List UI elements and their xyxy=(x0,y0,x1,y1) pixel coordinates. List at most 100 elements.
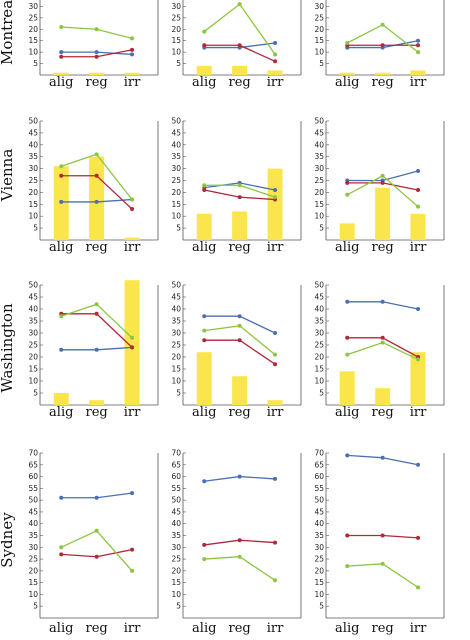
y-tick-label: 5 xyxy=(33,224,38,233)
y-tick-label: 60 xyxy=(28,472,38,481)
point-green-irr xyxy=(273,578,278,583)
point-blue-irr xyxy=(273,476,278,481)
y-tick-label: 15 xyxy=(171,365,181,374)
point-green-reg xyxy=(237,554,242,559)
row-label-washington: Washington xyxy=(0,303,16,393)
point-green-irr xyxy=(416,204,421,209)
point-red-alig xyxy=(345,180,350,185)
y-tick-label: 65 xyxy=(28,460,38,469)
y-tick-label: 5 xyxy=(319,224,324,233)
point-blue-irr xyxy=(416,38,421,43)
category-label-reg: reg xyxy=(229,405,251,420)
y-tick-label: 40 xyxy=(171,519,181,528)
y-tick-label: 30 xyxy=(28,329,38,338)
panel-montreal-3: 5101520253035aligregirr xyxy=(314,0,445,90)
bar-alig xyxy=(53,393,69,405)
y-tick-label: 50 xyxy=(28,281,38,290)
category-label-alig: alig xyxy=(335,405,359,420)
bar-irr xyxy=(124,237,140,240)
bar-reg xyxy=(232,211,248,240)
y-tick-label: 30 xyxy=(171,164,181,173)
point-blue-alig xyxy=(59,50,64,55)
point-green-alig xyxy=(202,328,207,333)
row-label-vienna: Vienna xyxy=(0,149,16,203)
y-tick-label: 50 xyxy=(314,117,324,126)
y-tick-label: 15 xyxy=(314,36,324,45)
category-label-irr: irr xyxy=(124,240,141,255)
series-line-green xyxy=(60,529,133,572)
point-green-reg xyxy=(380,561,385,566)
y-tick-label: 25 xyxy=(314,176,324,185)
y-tick-label: 25 xyxy=(28,13,38,22)
point-red-irr xyxy=(273,362,278,367)
y-tick-label: 10 xyxy=(171,590,181,599)
point-green-alig xyxy=(202,183,207,188)
bar-irr xyxy=(410,70,426,75)
point-blue-alig xyxy=(59,347,64,352)
point-green-alig xyxy=(59,545,64,550)
y-tick-label: 25 xyxy=(28,341,38,350)
y-tick-label: 25 xyxy=(171,341,181,350)
point-green-reg xyxy=(94,27,99,32)
point-blue-irr xyxy=(130,491,135,496)
category-label-alig: alig xyxy=(192,75,216,90)
point-blue-reg xyxy=(237,314,242,319)
bar-irr xyxy=(267,168,283,240)
category-label-alig: alig xyxy=(49,405,73,420)
point-green-reg xyxy=(237,183,242,188)
y-tick-label: 50 xyxy=(171,496,181,505)
y-tick-label: 55 xyxy=(28,484,38,493)
point-red-reg xyxy=(380,533,385,538)
point-green-reg xyxy=(380,22,385,27)
point-green-irr xyxy=(130,36,135,41)
series-line-green xyxy=(204,556,276,581)
point-green-irr xyxy=(416,50,421,55)
y-tick-label: 50 xyxy=(171,117,181,126)
panel-sydney-3: 5 10 15 20 25 30 35 40 45 50 55 60 65 70 alig reg irr xyxy=(314,449,445,636)
series-line-red xyxy=(61,313,133,348)
y-tick-label: 50 xyxy=(314,281,324,290)
y-tick-label: 15 xyxy=(171,578,181,587)
category-label-reg: reg xyxy=(372,240,394,255)
point-green-irr xyxy=(130,197,135,202)
point-red-alig xyxy=(202,43,207,48)
series-line-green xyxy=(347,563,419,588)
y-tick-label: 25 xyxy=(314,555,324,564)
y-tick-label: 70 xyxy=(171,449,181,458)
y-tick-label: 10 xyxy=(171,48,181,57)
bar-reg xyxy=(89,156,105,240)
point-red-reg xyxy=(237,43,242,48)
bar-alig xyxy=(196,65,212,75)
y-tick-label: 35 xyxy=(314,531,324,540)
y-tick-label: 50 xyxy=(28,117,38,126)
y-tick-label: 40 xyxy=(28,519,38,528)
category-label-irr: irr xyxy=(410,240,427,255)
point-blue-irr xyxy=(273,331,278,335)
point-green-irr xyxy=(273,352,278,357)
bar-irr xyxy=(267,400,283,405)
point-red-alig xyxy=(59,552,64,557)
y-tick-label: 20 xyxy=(314,353,324,362)
point-red-alig xyxy=(345,335,350,340)
y-tick-label: 25 xyxy=(171,176,181,185)
row-label-sydney: Sydney xyxy=(0,512,16,568)
category-label-alig: alig xyxy=(192,240,216,255)
y-tick-label: 30 xyxy=(28,164,38,173)
point-green-reg xyxy=(237,2,242,7)
y-tick-label: 20 xyxy=(171,25,181,34)
y-tick-label: 10 xyxy=(28,377,38,386)
category-label-reg: reg xyxy=(86,405,108,420)
point-red-reg xyxy=(237,538,242,543)
y-tick-label: 20 xyxy=(28,25,38,34)
panel-washington-2: 5 10 15 20 25 30 35 40 45 50 alig reg irr xyxy=(171,281,302,420)
point-green-alig xyxy=(202,557,207,562)
point-green-alig xyxy=(59,164,64,169)
category-label-irr: irr xyxy=(124,75,141,90)
y-tick-label: 20 xyxy=(28,188,38,197)
y-tick-label: 45 xyxy=(314,293,324,302)
point-green-reg xyxy=(380,340,385,345)
y-tick-label: 30 xyxy=(171,2,181,11)
y-tick-label: 15 xyxy=(28,578,38,587)
category-label-reg: reg xyxy=(372,621,394,636)
y-tick-label: 45 xyxy=(28,293,38,302)
